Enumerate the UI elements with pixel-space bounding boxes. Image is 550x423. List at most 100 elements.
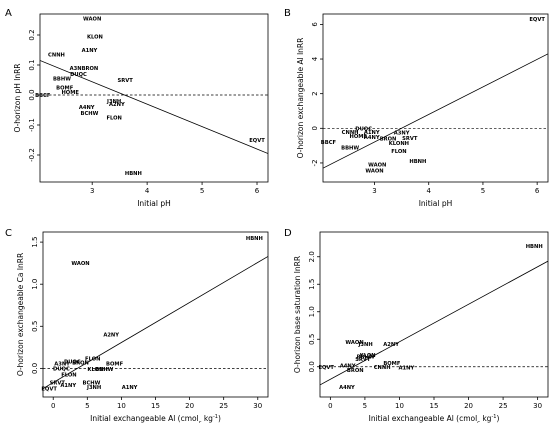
plot-frame xyxy=(322,13,549,183)
data-point-label: SRVT xyxy=(50,381,66,387)
x-tick-label: 15 xyxy=(430,402,439,410)
y-tick-label: 0.0 xyxy=(28,89,36,100)
data-point-label: KLON xyxy=(87,35,103,41)
data-point-label: HBNH xyxy=(409,159,426,165)
panel-letter: D xyxy=(284,228,292,239)
data-point-label: WAON xyxy=(83,17,101,23)
data-point-label: HBNH xyxy=(246,236,263,242)
data-point-label: BCHW xyxy=(82,381,100,387)
data-point-label: BCHW xyxy=(81,111,99,117)
y-axis-label: O-horizon exchangeable Ca lnRR xyxy=(16,253,25,376)
data-point-label: J3NH xyxy=(357,342,372,348)
data-point-label: A2NY xyxy=(103,333,119,339)
data-point-label: BRON xyxy=(380,137,397,143)
x-tick-label: 0 xyxy=(328,402,332,410)
data-point-label: WAON xyxy=(71,261,89,267)
y-tick-label: 2.0 xyxy=(308,251,316,262)
data-point-label: A1NY xyxy=(398,365,414,371)
data-point-label: A1NY xyxy=(364,130,380,136)
x-tick-label: 15 xyxy=(151,402,160,410)
data-point-label: BBHW xyxy=(95,367,113,373)
data-point-label: A3NY xyxy=(394,131,410,137)
data-point-label: EQVT xyxy=(249,138,265,144)
data-point-label: J3NH xyxy=(86,385,101,391)
x-tick-label: 25 xyxy=(219,402,228,410)
x-tick-label: 6 xyxy=(535,187,540,195)
data-point-label: A1NY xyxy=(82,48,98,54)
x-tick-label: 4 xyxy=(426,187,431,195)
y-tick-label: 4 xyxy=(311,56,319,61)
y-tick-label: 1.5 xyxy=(31,237,39,248)
x-tick-label: 30 xyxy=(253,402,262,410)
x-tick-label: 25 xyxy=(499,402,508,410)
data-point-label: WAON xyxy=(365,169,383,175)
x-tick-label: 5 xyxy=(85,402,89,410)
regression-line xyxy=(323,53,548,169)
y-tick-label: 1.5 xyxy=(308,279,316,290)
data-point-label: BOMF xyxy=(106,361,124,367)
data-point-label: A2NY xyxy=(109,102,125,108)
x-tick-label: 6 xyxy=(255,187,260,195)
data-point-label: SRVT xyxy=(355,357,371,363)
panel-letter: A xyxy=(5,8,12,19)
data-point-label: A2NY xyxy=(383,342,399,348)
x-axis-label: Initial exchangeable Al (cmolc kg-1) xyxy=(90,414,221,423)
y-tick-label: 0.5 xyxy=(31,321,39,332)
x-tick-label: 4 xyxy=(145,187,150,195)
y-tick-label: 2 xyxy=(311,91,319,95)
data-point-label: BRON xyxy=(347,368,364,374)
chart-panel-d: D 0 5 10 15 20 25 30 0.0 0.5 1.0 1.5 2.0 Initial exch… xyxy=(284,228,549,423)
y-tick-label: 6 xyxy=(311,22,319,27)
panel-letter: C xyxy=(5,228,12,239)
data-point-label: A3NBRON xyxy=(70,66,99,72)
x-tick-label: 5 xyxy=(200,187,204,195)
data-point-label: WAON xyxy=(368,163,386,169)
data-point-label: BBHW xyxy=(53,77,71,83)
x-tick-label: 10 xyxy=(395,402,404,410)
data-point-label: A4NY xyxy=(340,364,356,370)
x-axis-label: Initial exchangeable Al (cmolc kg-1) xyxy=(369,414,500,423)
regression-line xyxy=(320,260,548,386)
x-tick-label: 0 xyxy=(51,402,55,410)
data-point-label: A4NY xyxy=(79,105,95,111)
x-tick-label: 30 xyxy=(533,402,542,410)
data-point-label: DUQC xyxy=(355,126,372,132)
y-tick-label: 0.0 xyxy=(31,363,39,374)
data-point-label: A3NY xyxy=(54,361,70,367)
data-point-label: DUQC xyxy=(70,72,87,78)
x-axis-label: Initial pH xyxy=(419,199,453,208)
x-tick-label: 5 xyxy=(481,187,485,195)
data-point-label: J3NH xyxy=(106,99,121,105)
y-axis-label: O-horizon base saturation lnRR xyxy=(293,256,302,373)
chart-panel-c: C 0 5 10 15 20 25 30 0.0 0.5 1.0 1.5 Initial exchang… xyxy=(5,228,269,423)
regression-line xyxy=(43,256,268,389)
x-tick-label: 5 xyxy=(363,402,367,410)
data-point-label: DUQC xyxy=(53,366,70,372)
data-point-label: WAON xyxy=(345,340,363,346)
data-point-label: HOME xyxy=(61,90,79,96)
x-tick-label: 20 xyxy=(185,402,194,410)
data-point-label: BBHW xyxy=(357,354,375,360)
plot-frame xyxy=(39,13,269,183)
data-point-label: SRVT xyxy=(402,136,418,142)
data-point-label: SRVT xyxy=(118,78,134,84)
y-axis-label: O-horizon pH lnRR xyxy=(13,63,22,132)
x-tick-label: 3 xyxy=(90,187,94,195)
data-point-label: CNNH xyxy=(48,53,65,59)
data-point-label: KLONH xyxy=(389,141,409,147)
data-point-label: DUQC xyxy=(64,360,81,366)
data-point-label: HBNH xyxy=(125,171,142,177)
x-tick-label: 3 xyxy=(372,187,376,195)
panel-letter: B xyxy=(284,8,291,19)
data-point-label: FLON xyxy=(391,149,406,155)
data-point-label: KLON xyxy=(360,353,376,359)
data-point-label: BOMF xyxy=(383,361,401,367)
data-point-label: BBHW xyxy=(341,145,359,151)
data-point-label: CNNH xyxy=(374,365,391,371)
data-point-label: A4NY xyxy=(339,385,355,391)
data-point-label: BOMF xyxy=(56,86,74,92)
y-tick-label: -0.2 xyxy=(28,148,36,162)
y-tick-label: 1.0 xyxy=(31,279,39,290)
data-point-label: FLON xyxy=(85,356,100,362)
